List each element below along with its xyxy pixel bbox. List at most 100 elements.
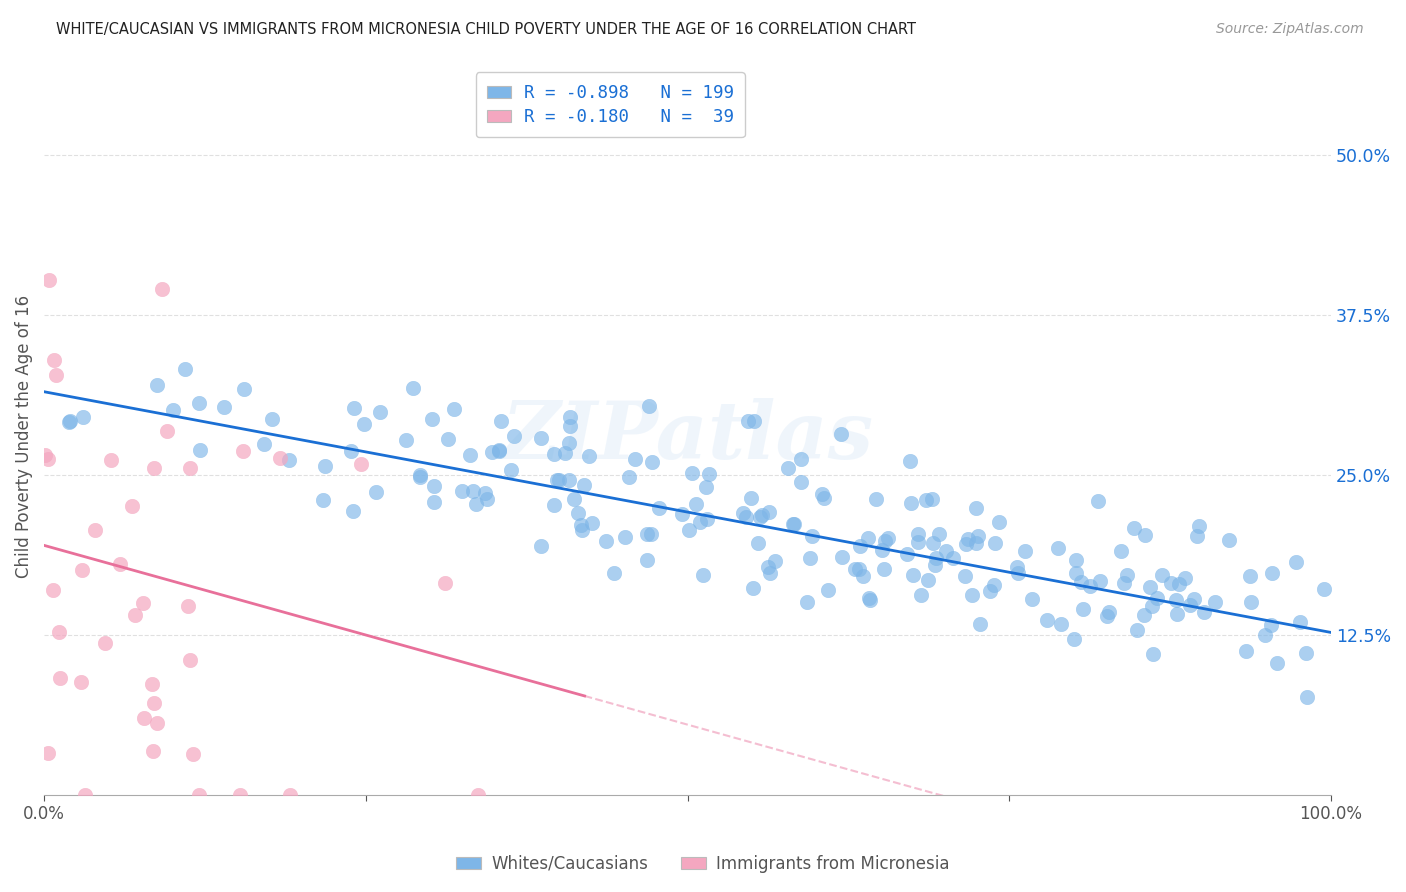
Point <box>979 584 1001 599</box>
Point <box>233 382 256 396</box>
Point <box>34 448 56 462</box>
Point <box>84 523 107 537</box>
Point <box>530 539 553 553</box>
Point <box>465 497 488 511</box>
Point <box>1050 616 1073 631</box>
Point <box>339 443 361 458</box>
Point <box>1261 566 1284 580</box>
Point <box>48 625 70 640</box>
Point <box>142 743 165 757</box>
Point <box>578 449 600 463</box>
Point <box>58 415 80 429</box>
Point <box>749 510 772 524</box>
Point <box>758 505 780 519</box>
Point <box>558 419 581 434</box>
Point <box>898 453 921 467</box>
Point <box>547 473 569 487</box>
Point <box>966 529 988 543</box>
Point <box>543 498 565 512</box>
Point <box>70 563 93 577</box>
Point <box>73 788 96 802</box>
Point <box>641 455 664 469</box>
Point <box>907 527 929 541</box>
Point <box>1289 615 1312 629</box>
Point <box>146 378 169 392</box>
Point <box>1296 690 1319 704</box>
Point <box>782 517 804 532</box>
Point <box>501 463 523 477</box>
Point <box>742 581 765 595</box>
Point <box>546 474 568 488</box>
Point <box>900 496 922 510</box>
Point <box>481 445 503 459</box>
Point <box>1160 575 1182 590</box>
Point <box>94 635 117 649</box>
Point <box>488 443 510 458</box>
Point <box>38 272 60 286</box>
Point <box>488 443 510 458</box>
Point <box>350 457 373 471</box>
Point <box>907 534 929 549</box>
Point <box>1098 605 1121 619</box>
Point <box>1014 543 1036 558</box>
Point <box>689 515 711 529</box>
Point <box>783 517 806 532</box>
Point <box>100 453 122 467</box>
Point <box>143 460 166 475</box>
Point <box>799 551 821 566</box>
Point <box>685 497 707 511</box>
Point <box>467 788 489 802</box>
Point <box>1265 656 1288 670</box>
Point <box>942 550 965 565</box>
Point <box>603 566 626 580</box>
Point <box>617 470 640 484</box>
Point <box>1005 560 1028 574</box>
Point <box>848 539 870 553</box>
Point <box>214 400 236 414</box>
Point <box>801 529 824 543</box>
Point <box>924 558 946 573</box>
Point <box>37 746 59 760</box>
Point <box>915 492 938 507</box>
Point <box>562 492 585 507</box>
Point <box>1192 606 1215 620</box>
Legend: R = -0.898   N = 199, R = -0.180   N =  39: R = -0.898 N = 199, R = -0.180 N = 39 <box>475 72 745 137</box>
Point <box>1168 577 1191 591</box>
Point <box>758 566 780 580</box>
Point <box>150 281 173 295</box>
Point <box>776 461 799 475</box>
Point <box>640 526 662 541</box>
Point <box>1142 647 1164 661</box>
Point <box>696 512 718 526</box>
Point <box>695 480 717 494</box>
Point <box>269 451 291 466</box>
Point <box>1109 543 1132 558</box>
Point <box>925 550 948 565</box>
Point <box>734 510 756 524</box>
Point <box>960 588 983 602</box>
Point <box>1112 575 1135 590</box>
Point <box>181 747 204 761</box>
Point <box>1116 568 1139 582</box>
Point <box>443 402 465 417</box>
Point <box>873 533 896 548</box>
Point <box>928 527 950 541</box>
Point <box>848 562 870 576</box>
Point <box>45 368 67 383</box>
Point <box>1073 602 1095 616</box>
Point <box>955 536 977 550</box>
Point <box>1284 555 1306 569</box>
Point <box>353 417 375 431</box>
Point <box>530 431 553 445</box>
Point <box>953 569 976 583</box>
Point <box>648 501 671 516</box>
Point <box>1139 580 1161 594</box>
Point <box>965 501 987 516</box>
Point <box>458 448 481 462</box>
Point <box>636 552 658 566</box>
Point <box>401 381 423 395</box>
Point <box>1126 623 1149 637</box>
Point <box>796 594 818 608</box>
Point <box>1064 566 1087 581</box>
Point <box>1174 571 1197 585</box>
